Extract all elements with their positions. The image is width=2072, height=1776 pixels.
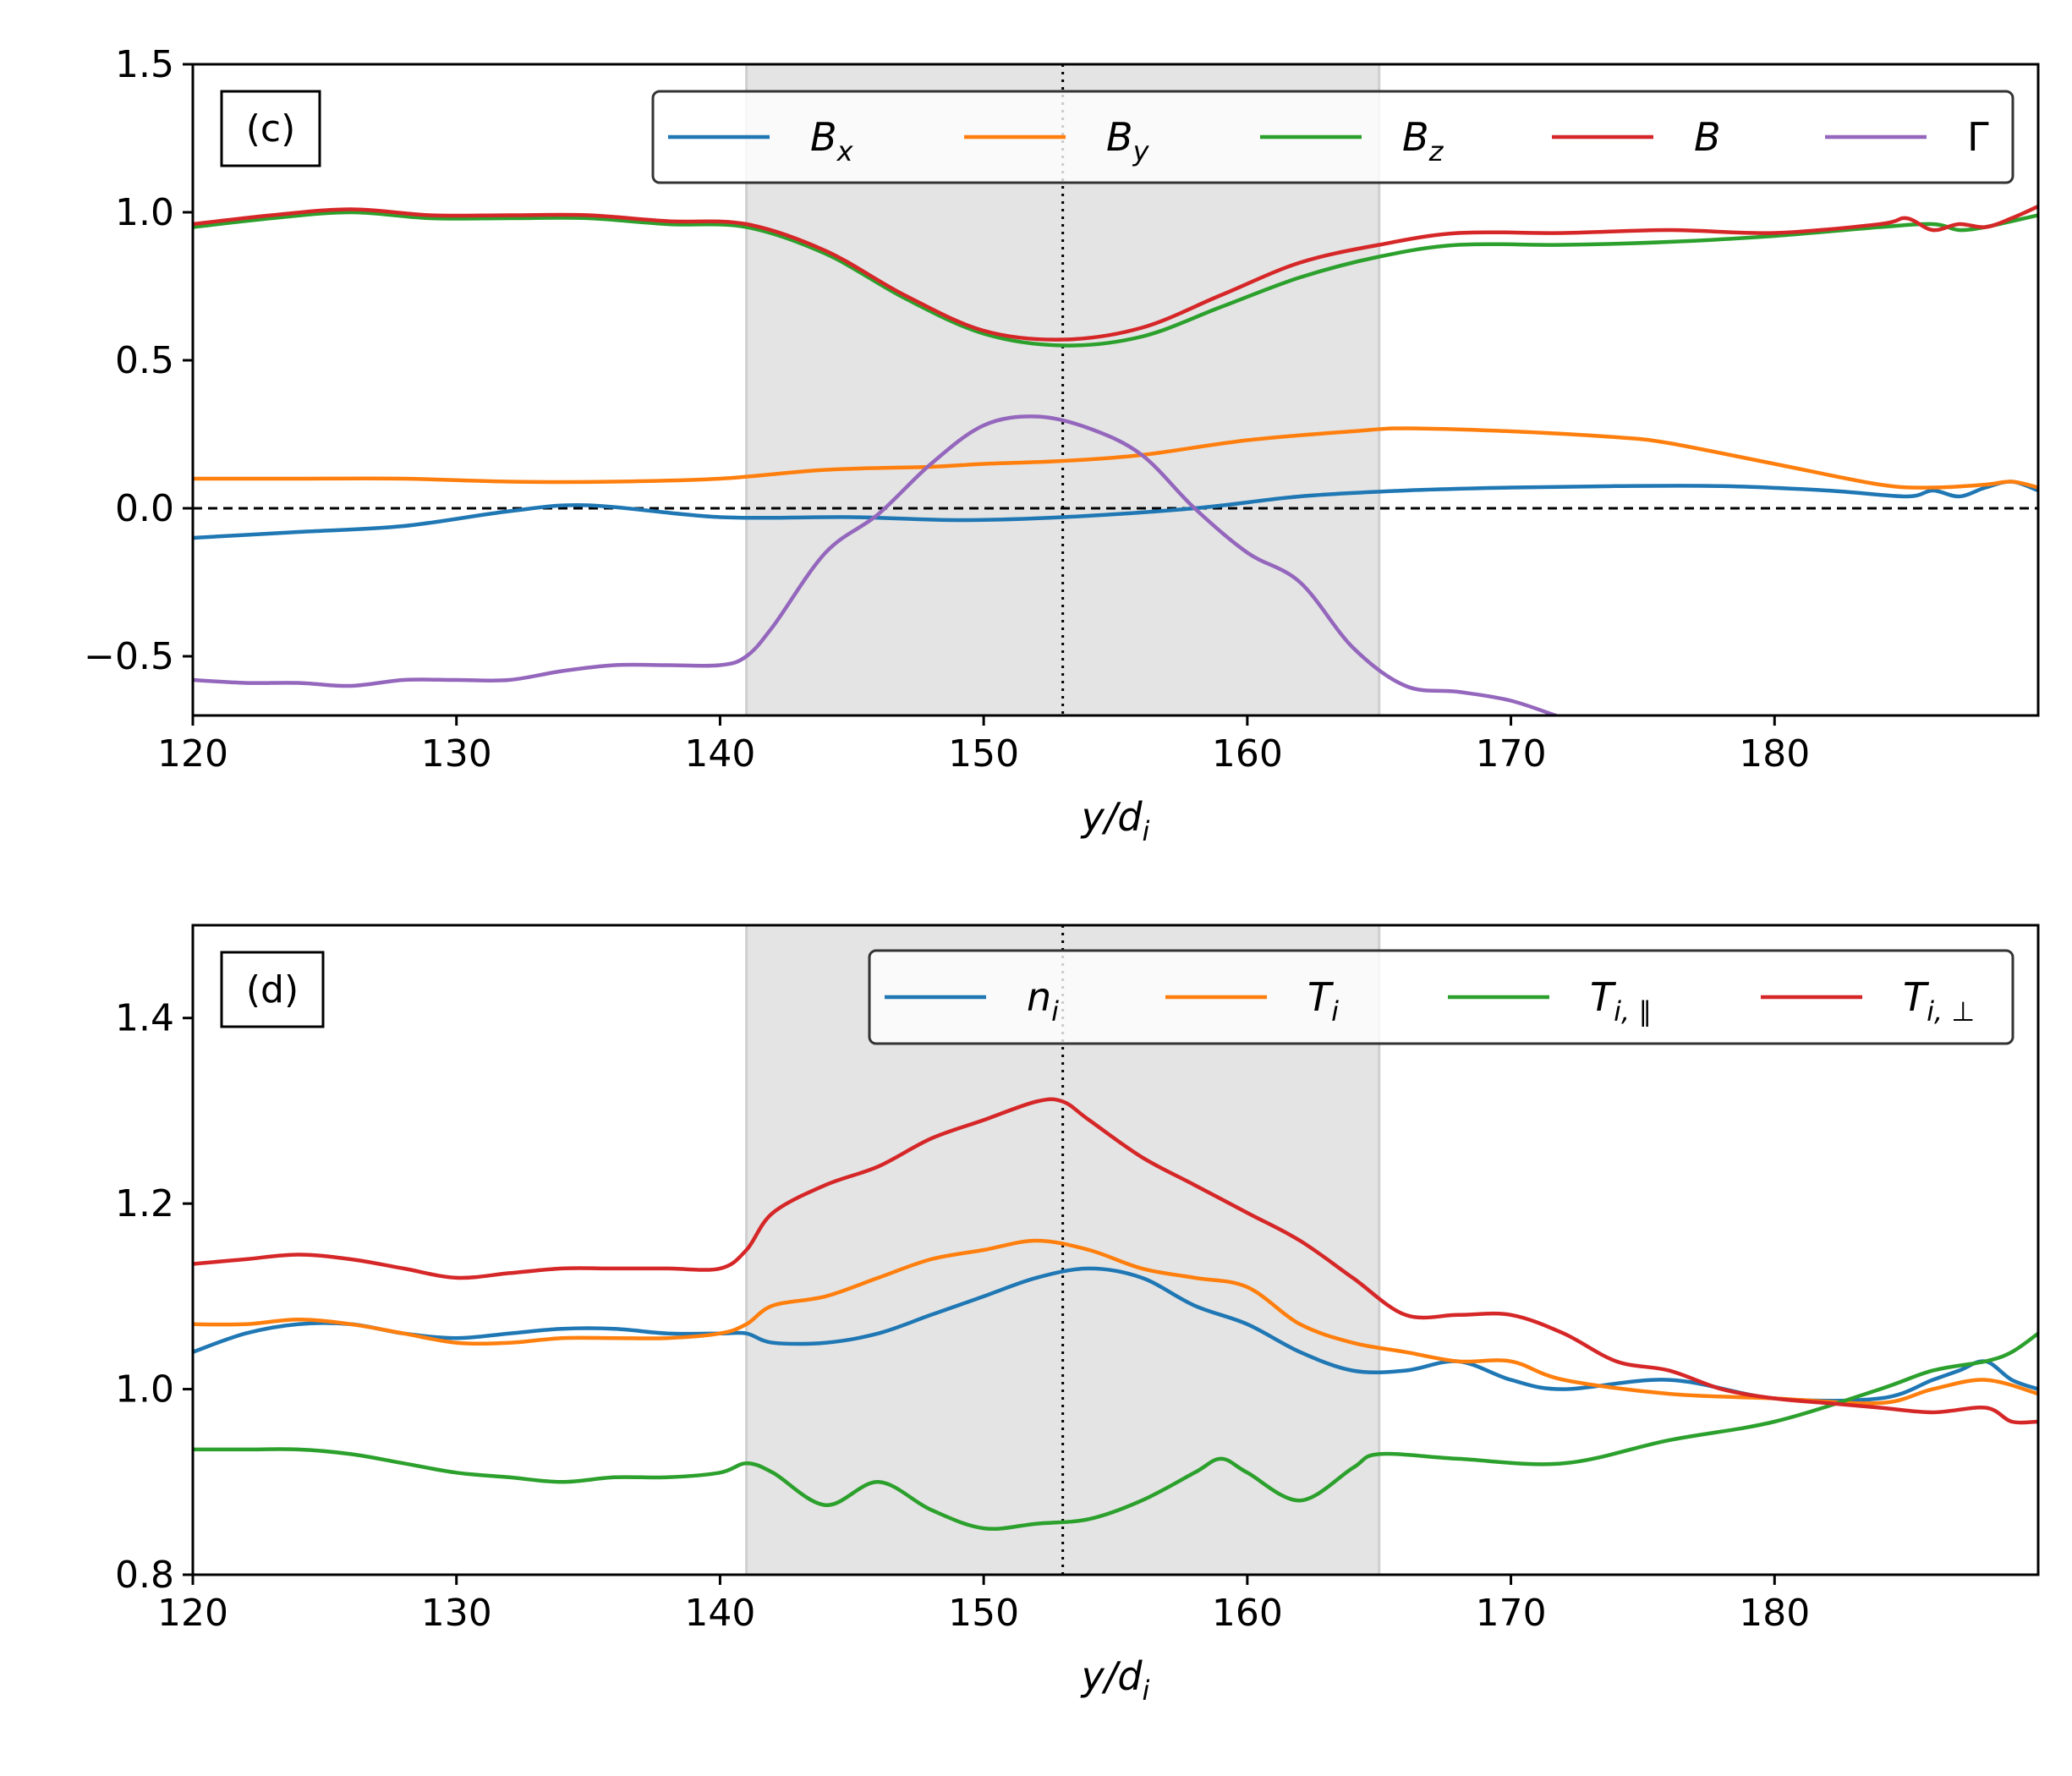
y-tick-label: 1.4 xyxy=(115,997,174,1040)
panel-tag-box xyxy=(220,951,325,1028)
plot-area xyxy=(193,1097,2038,1531)
legend-entry: Ti, ∥ xyxy=(1590,974,1652,1028)
legend-entry-main: B xyxy=(1694,114,1721,160)
legend-entry-main: B xyxy=(1106,114,1133,160)
legend-entry-sub: x xyxy=(836,135,854,167)
x-axis-label-main: y/d xyxy=(1080,1653,1143,1699)
legend-entry-sub: i xyxy=(1051,995,1059,1028)
series-line-Ti xyxy=(193,1097,2038,1425)
chart-panel-d: 120 130 140 150 160 170 1800.81.01.21.4y/di(d)… xyxy=(115,924,2040,1707)
y-tick-label: 1.5 xyxy=(115,43,174,86)
x-tick-label: 160 xyxy=(1212,1592,1283,1635)
legend: Bx By Bz B Γ xyxy=(651,90,2014,184)
legend-entry-sub: i xyxy=(1331,995,1339,1028)
legend-entry-main: B xyxy=(810,114,837,160)
legend-entry-main: T xyxy=(1307,974,1335,1020)
x-tick-label: 140 xyxy=(684,732,755,776)
legend-entry: B xyxy=(1694,114,1721,160)
legend-entry: By xyxy=(1106,114,1150,167)
x-tick-label: 130 xyxy=(421,732,492,776)
series-line-Ti xyxy=(193,1331,2038,1531)
series-line-B xyxy=(193,204,2038,342)
panel-tag: (d) xyxy=(220,951,325,1028)
plot-area xyxy=(193,204,2038,715)
y-tick-label: −0.5 xyxy=(84,635,174,678)
legend-entry: Γ xyxy=(1967,114,1989,160)
y-tick-label: 1.2 xyxy=(115,1182,174,1225)
legend-entry-main: T xyxy=(1903,974,1930,1020)
x-tick-label: 130 xyxy=(421,1592,492,1635)
x-tick-label: 180 xyxy=(1739,732,1810,776)
legend-entry: Ti, ⊥ xyxy=(1903,974,1975,1028)
legend-entry-main: T xyxy=(1590,974,1617,1020)
x-tick-label: 140 xyxy=(684,1592,755,1635)
x-tick-label: 150 xyxy=(948,732,1019,776)
series-line-Ti xyxy=(193,1238,2038,1406)
series-line-gamma xyxy=(193,414,1561,715)
x-tick-label: 120 xyxy=(157,1592,228,1635)
series-line-By xyxy=(193,426,2038,490)
series-line-Bz xyxy=(193,210,2038,348)
x-axis-label: y/di xyxy=(1080,1653,1150,1707)
series-line-Bx xyxy=(193,480,2038,540)
legend: ni Ti Ti, ∥ Ti, ⊥ xyxy=(868,949,2014,1045)
panel-tag-box xyxy=(220,90,321,167)
legend-entry-sub: z xyxy=(1428,135,1444,167)
panel-tag-label: (d) xyxy=(246,968,299,1011)
x-tick-label: 120 xyxy=(157,732,228,776)
y-tick-label: 0.0 xyxy=(115,487,174,530)
x-tick-label: 160 xyxy=(1212,732,1283,776)
x-axis-label-main: y/d xyxy=(1080,794,1143,840)
y-tick-label: 1.0 xyxy=(115,1368,174,1411)
legend-entry-main: B xyxy=(1402,114,1429,160)
legend-entry: Ti xyxy=(1307,974,1339,1028)
y-tick-label: 0.5 xyxy=(115,339,174,382)
y-tick-label: 1.0 xyxy=(115,191,174,234)
panel-tag-label: (c) xyxy=(246,107,296,151)
axes-frame xyxy=(191,924,2040,1576)
chart-panel-c: 120 130 140 150 160 170 180 −0.5 0.0 0.5 1.0 1.5 y/d… xyxy=(84,43,2040,847)
x-tick-label: 170 xyxy=(1476,1592,1547,1635)
x-axis-label: y/di xyxy=(1080,794,1150,847)
panel-tag: (c) xyxy=(220,90,321,167)
axes-frame xyxy=(191,63,2040,717)
legend-entry-sub: i, ⊥ xyxy=(1927,995,1975,1028)
x-tick-label: 170 xyxy=(1476,732,1547,776)
legend-entry: ni xyxy=(1027,974,1059,1028)
x-tick-label: 180 xyxy=(1739,1592,1810,1635)
x-tick-label: 150 xyxy=(948,1592,1019,1635)
x-axis-label-sub: i xyxy=(1143,815,1150,847)
x-axis-label-sub: i xyxy=(1143,1675,1150,1707)
legend-entry-main: Γ xyxy=(1967,114,1989,160)
legend-entry-sub: i, ∥ xyxy=(1614,995,1652,1028)
legend-entry: Bz xyxy=(1402,114,1444,167)
y-tick-label: 0.8 xyxy=(115,1554,174,1597)
legend-box xyxy=(868,949,2014,1045)
legend-entry: Bx xyxy=(810,114,854,167)
legend-entry-main: n xyxy=(1027,974,1051,1020)
legend-entry-sub: y xyxy=(1132,135,1150,167)
